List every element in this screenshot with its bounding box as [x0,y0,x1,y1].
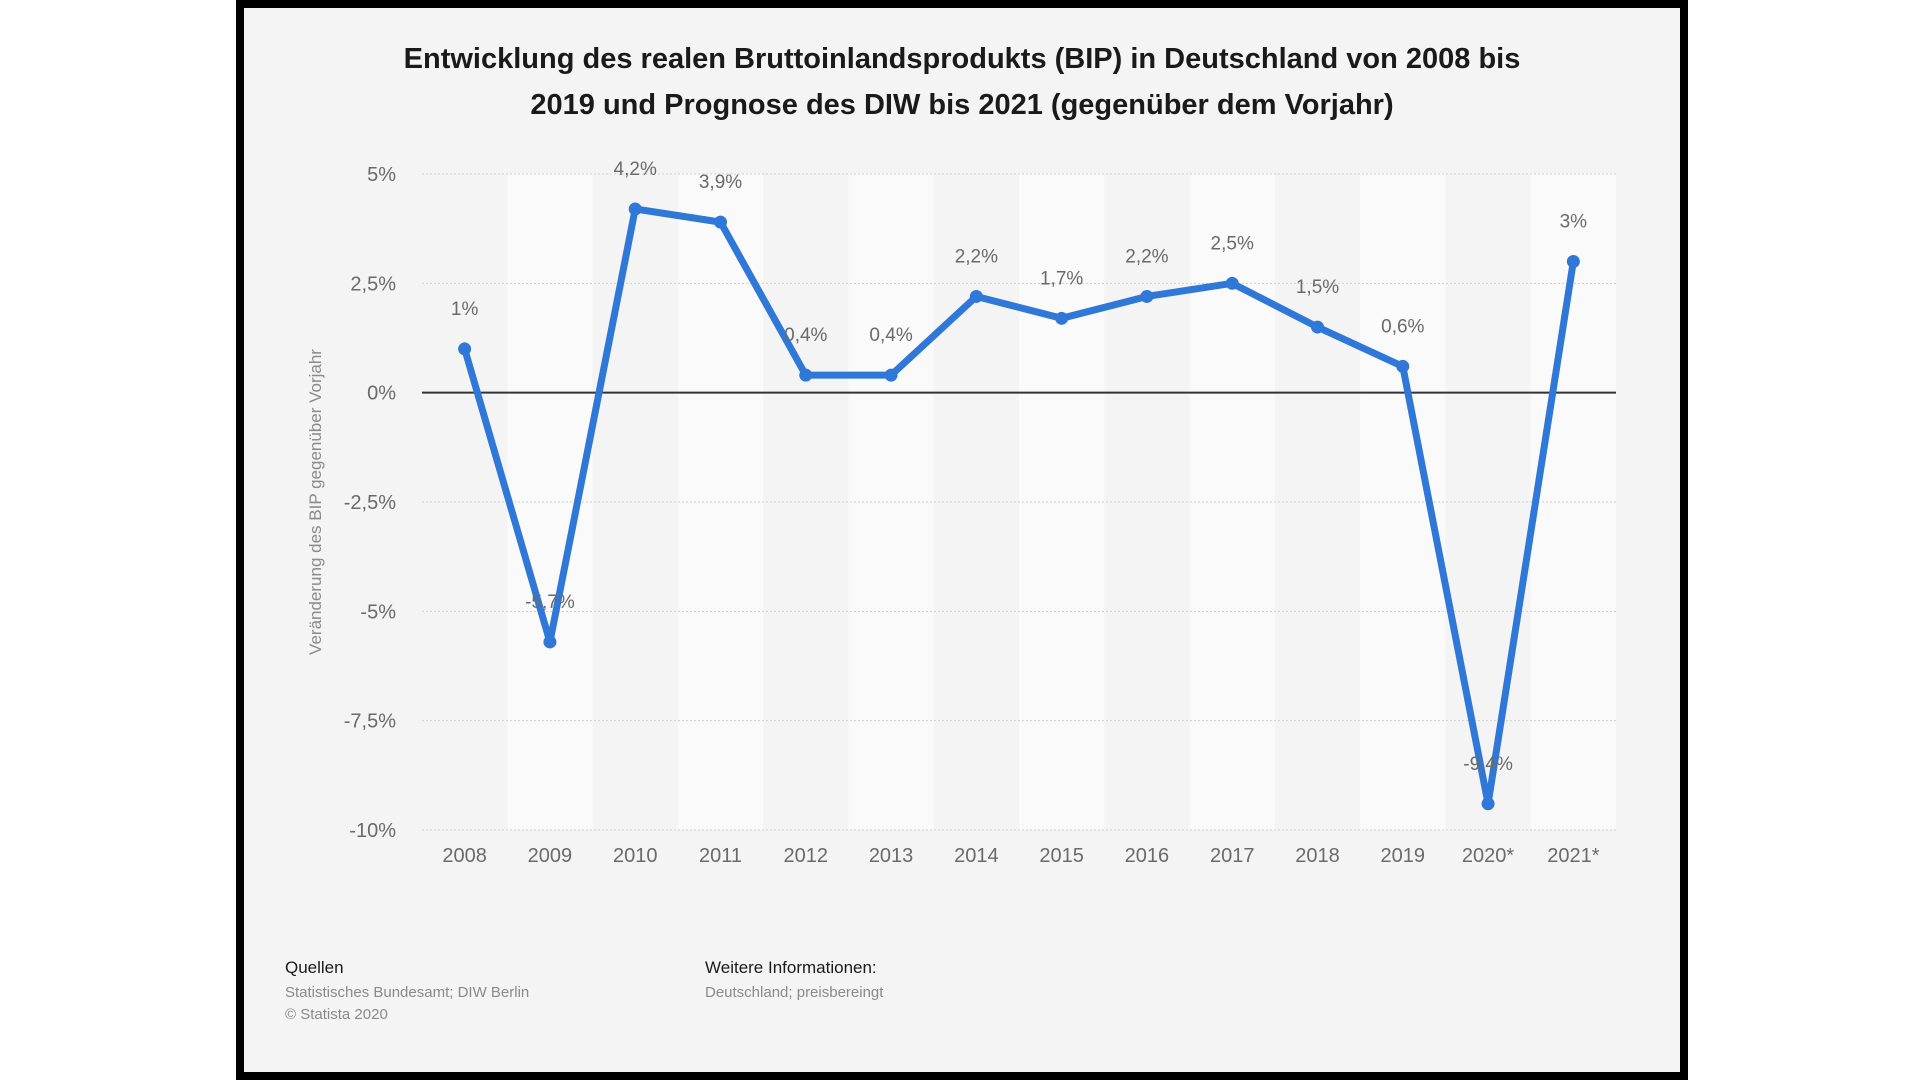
chart-title: Entwicklung des realen Bruttoinlandsprod… [244,36,1680,128]
data-label: 0,4% [869,325,912,346]
x-tick-label: 2013 [869,845,914,867]
chart-title-line-2: 2019 und Prognose des DIW bis 2021 (gege… [530,89,1394,121]
sources-line-2: © Statista 2020 [285,1006,388,1023]
data-point [714,215,727,229]
data-label: 2,5% [1211,233,1254,254]
sources-label: Quellen [285,958,344,977]
data-label: -9,4% [1463,754,1513,775]
x-tick-label: 2009 [528,845,573,867]
x-tick-label: 2016 [1125,845,1170,867]
data-point [799,368,813,382]
data-point [1140,289,1154,303]
data-label: 3% [1560,211,1588,232]
data-point [884,368,898,382]
y-tick-label: -2,5% [344,492,396,514]
y-tick-label: -5% [360,601,396,623]
data-point [458,342,472,356]
chart-title-line-1: Entwicklung des realen Bruttoinlandsprod… [403,43,1521,75]
x-tick-label: 2010 [613,845,658,867]
column-band [677,174,764,830]
data-point [1311,320,1324,334]
line-chart: 5% 2,5% 0% -2,5% -5% -7,5% -10% 2008 2009 2010 201… [306,159,1616,867]
data-label: 0,6% [1381,316,1424,337]
data-label: 1,5% [1296,277,1339,298]
x-tick-label: 2017 [1210,845,1255,867]
x-tick-label: 2018 [1295,845,1340,867]
series-line [461,205,1577,808]
sources-line-1: Statistisches Bundesamt; DIW Berlin [285,984,530,1001]
data-point [1396,359,1410,373]
x-tick-label: 2020* [1462,845,1514,867]
data-label: 4,2% [614,159,657,180]
x-tick-label: 2015 [1039,845,1084,867]
data-point [1225,276,1239,290]
info-text: Deutschland; preisbereingt [705,982,883,1004]
data-label: 1,7% [1040,268,1083,289]
data-label: 0,4% [784,325,827,346]
data-label: 2,2% [955,246,998,267]
y-axis-title: Veränderung des BIP gegenüber Vorjahr [306,349,325,655]
x-tick-label: 2021* [1547,845,1599,867]
y-tick-label: 0% [367,383,396,405]
x-tick-label: 2014 [954,845,999,867]
data-label: 1% [451,299,479,320]
data-point [1055,311,1069,325]
data-point [1481,797,1495,811]
data-point [1566,254,1580,268]
y-tick-label: 5% [367,164,396,186]
x-tick-label: 2019 [1381,845,1426,867]
data-label: -5,7% [525,592,575,613]
y-tick-label: 2,5% [350,273,396,295]
y-tick-label: -10% [349,820,396,842]
data-point [628,202,642,216]
x-tick-label: 2011 [699,845,742,867]
info-line-1: Deutschland; preisbereingt [705,984,884,1001]
y-tick-label: -7,5% [344,711,396,733]
data-label: 2,2% [1125,246,1168,267]
chart-card: Entwicklung des realen Bruttoinlandsprod… [244,8,1680,1072]
data-label: 3,9% [699,172,742,193]
x-tick-label: 2008 [442,845,487,867]
data-point [543,635,557,649]
data-point [969,289,983,303]
info-label: Weitere Informationen: [705,958,877,977]
sources-text: Statistisches Bundesamt; DIW Berlin © St… [285,982,529,1026]
x-tick-label: 2012 [784,845,829,867]
